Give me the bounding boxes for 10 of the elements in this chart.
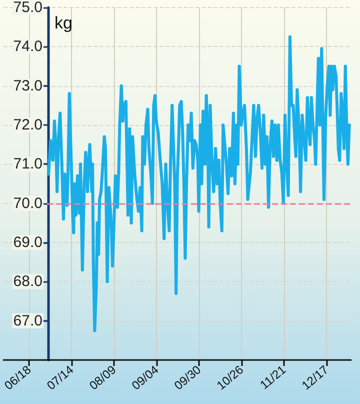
y-tick-label: 70.0 [13, 194, 42, 212]
y-tick-label: 74.0 [13, 38, 42, 56]
y-tick-label: 72.0 [13, 116, 42, 134]
y-tick-label: 75.0 [13, 0, 42, 16]
y-tick-label: 73.0 [13, 77, 42, 94]
y-tick-label: 69.0 [13, 234, 42, 251]
y-tick-label: 68.0 [13, 273, 42, 290]
y-tick-label: 71.0 [13, 156, 42, 173]
y-tick-label: 67.0 [13, 312, 42, 330]
y-axis-title: kg [54, 14, 72, 32]
